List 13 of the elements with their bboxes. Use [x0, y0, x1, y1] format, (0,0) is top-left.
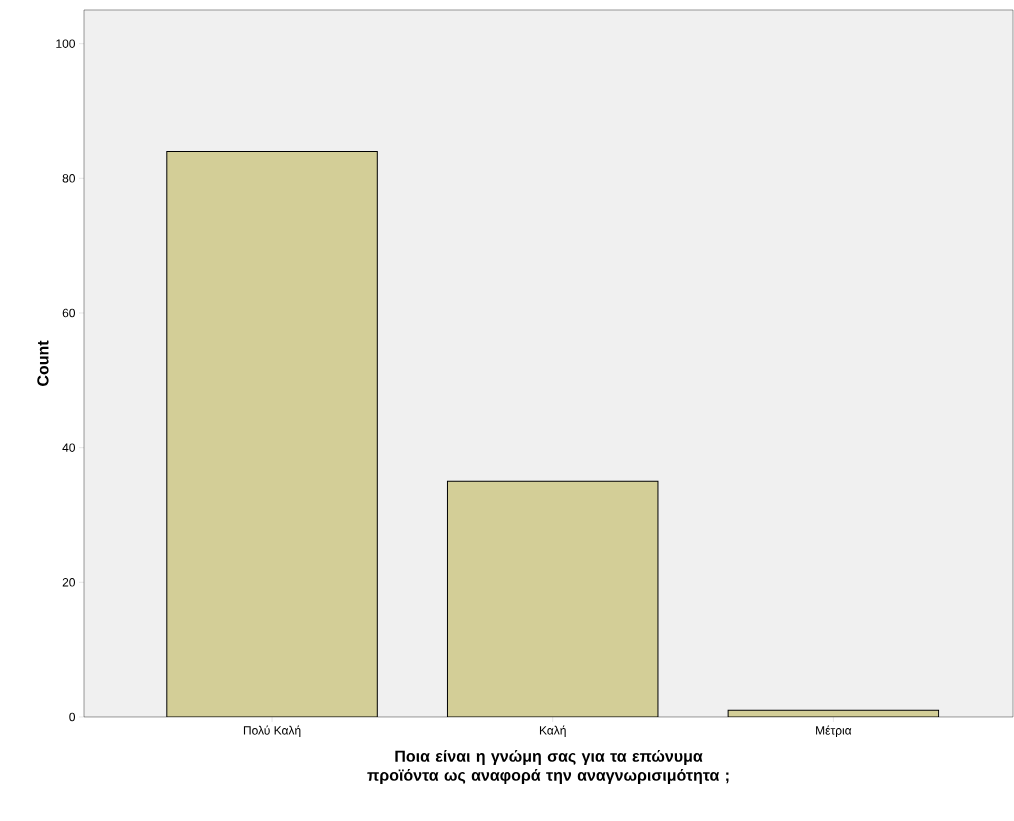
x-tick-label: Πολύ Καλή	[243, 725, 301, 738]
x-axis-title: Ποια είναι η γνώμη σας για τα επώνυμα προϊόντα ως αναφορά την αναγνωρισιμότητα ;	[367, 749, 729, 785]
y-tick-label: 0	[69, 712, 76, 722]
y-tick-label: 60	[62, 308, 76, 318]
y-axis-title: Count	[37, 340, 49, 386]
y-tick-label: 20	[62, 578, 76, 587]
bar	[446, 480, 659, 717]
y-tick-label: 100	[56, 39, 76, 48]
x-tick-label: Καλή	[539, 725, 566, 738]
y-tick-label: 40	[62, 443, 76, 452]
x-tick-label: Μέτρια	[816, 725, 852, 738]
bar	[166, 150, 378, 717]
y-tick-label: 80	[62, 174, 76, 183]
